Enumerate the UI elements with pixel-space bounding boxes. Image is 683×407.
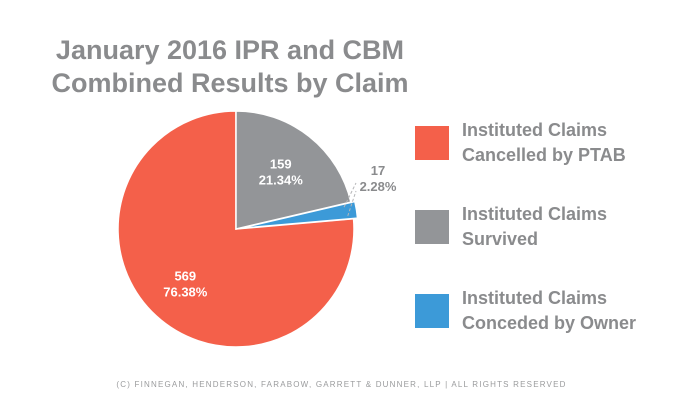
slice-value-label-survived: 159: [270, 157, 292, 172]
chart-title-text: January 2016 IPR and CBM Combined Result…: [51, 35, 409, 98]
pie-slice-conceded: [239, 200, 359, 230]
legend-label-cancelled: Instituted Claims Cancelled by PTAB: [462, 120, 626, 165]
legend-label-conceded: Instituted Claims Conceded by Owner: [462, 288, 637, 333]
leader-line-conceded-2: [347, 190, 357, 217]
leader-line-conceded-1: [343, 182, 357, 208]
legend-label-survived: Instituted Claims Survived: [462, 204, 608, 249]
slice-percent-label-cancelled: 76.38%: [163, 284, 208, 299]
legend-item-survived: Instituted Claims Survived: [415, 202, 675, 258]
slice-percent-label-survived: 21.34%: [259, 173, 304, 188]
legend-item-cancelled: Instituted Claims Cancelled by PTAB: [415, 118, 675, 174]
legend-swatch-conceded: [415, 294, 449, 328]
pie-slice-survived: [235, 110, 352, 230]
slice-value-label-cancelled: 569: [174, 268, 196, 283]
chart-title: January 2016 IPR and CBM Combined Result…: [20, 34, 440, 100]
legend-swatch-cancelled: [415, 126, 449, 160]
legend-item-conceded: Instituted Claims Conceded by Owner: [415, 286, 675, 342]
legend-swatch-survived: [415, 210, 449, 244]
slice-percent-label-conceded: 2.28%: [360, 179, 397, 194]
slice-value-label-conceded: 17: [371, 163, 385, 178]
pie-slice-cancelled: [117, 110, 355, 348]
copyright-footer: (C) FINNEGAN, HENDERSON, FARABOW, GARRET…: [116, 380, 567, 389]
